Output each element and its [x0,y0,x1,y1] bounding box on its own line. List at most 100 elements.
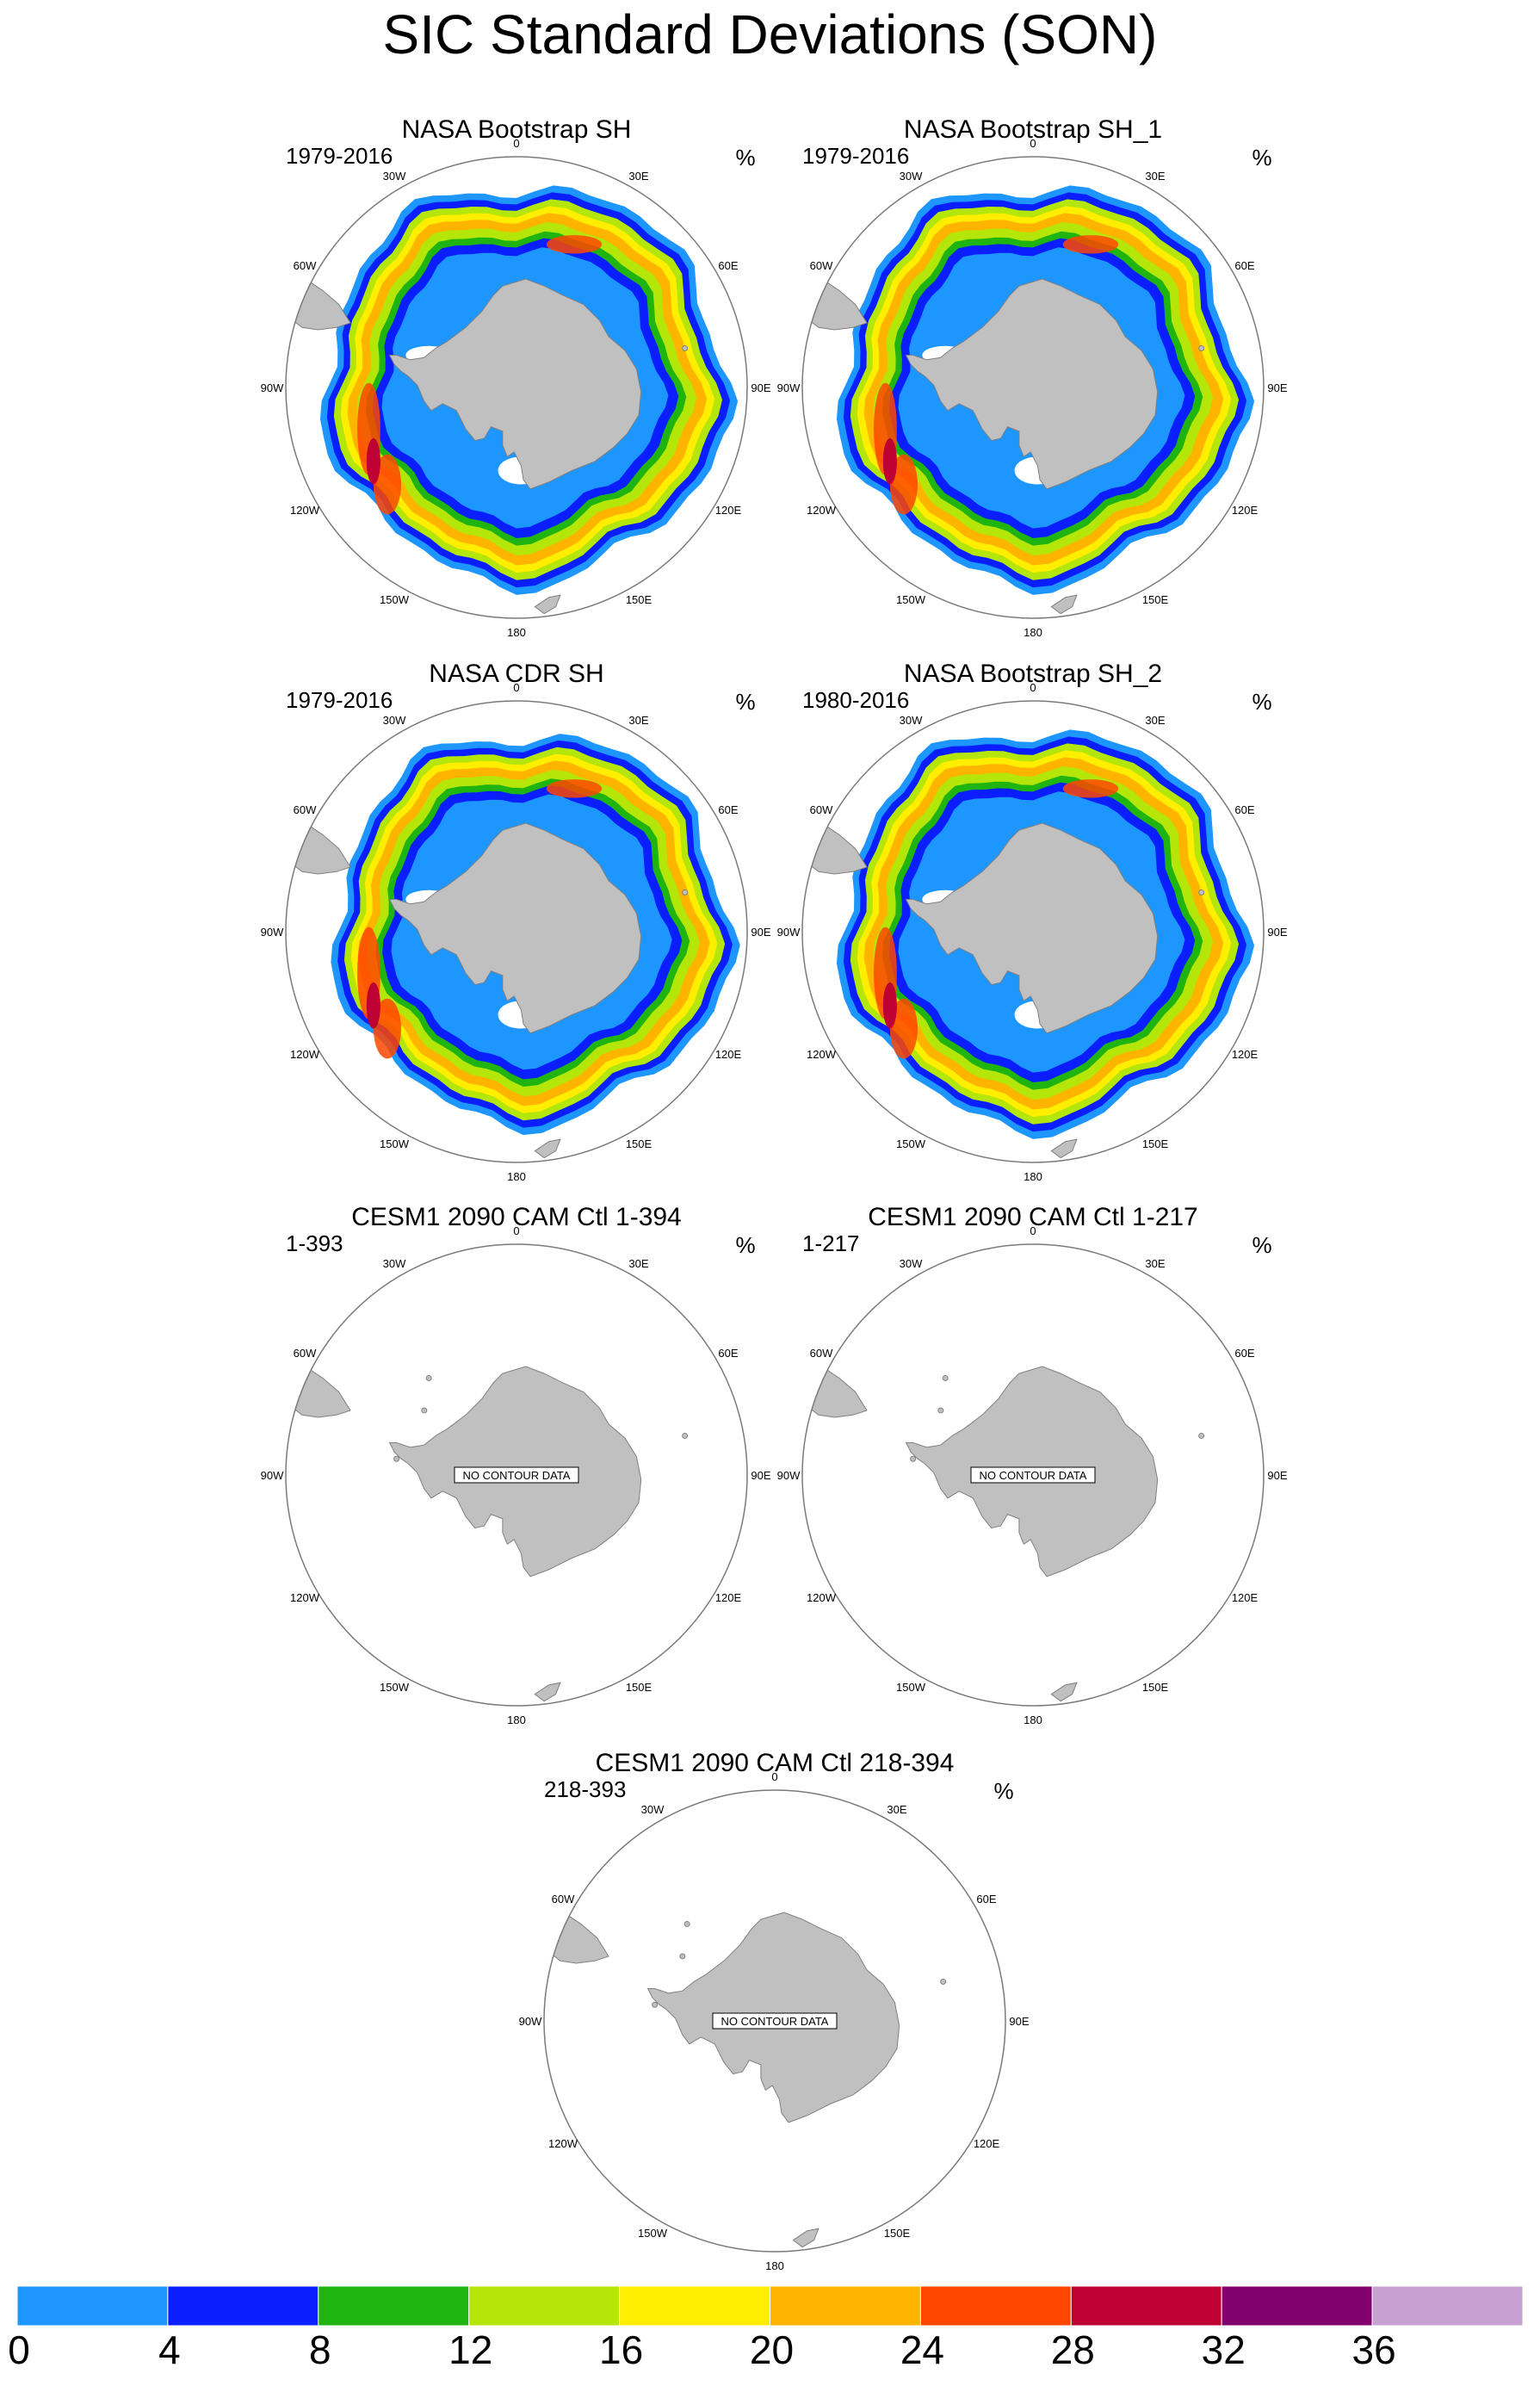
panel-period: 1-393 [286,1230,343,1256]
island-landmass [937,1407,944,1414]
longitude-label: 180 [507,1714,526,1726]
longitude-label: 30W [383,714,406,727]
sea-ice-hotspot [882,437,897,485]
longitude-label: 30E [1145,170,1165,183]
island-landmass [652,2001,659,2008]
map-boundary [543,1789,1006,2253]
colorbar-swatch [619,2285,770,2327]
map-panel: NASA CDR SH 1979-2016 % 0 30E 60E 90E 120E 150E 1… [261,660,771,1183]
longitude-label: 150E [1142,1137,1169,1150]
longitude-label: 150E [626,1137,652,1150]
island-landmass [792,2228,819,2248]
longitude-label: 30W [383,1257,406,1270]
colorbar-swatch [1070,2285,1222,2327]
longitude-label: 60E [1234,259,1254,272]
antarctica-landmass [905,822,1159,1034]
longitude-label: 150E [626,593,652,606]
island-landmass [1198,344,1205,351]
island-landmass [534,1682,561,1702]
island-landmass [1050,594,1078,615]
longitude-label: 150E [1142,593,1169,606]
island-landmass [679,1953,686,1960]
longitude-label: 0 [1030,681,1036,694]
panel-title: NASA Bootstrap SH_2 [904,660,1162,688]
longitude-label: 30E [887,1803,906,1816]
longitude-label: 30E [1145,714,1165,727]
longitude-label: 150W [896,593,926,606]
longitude-label: 150W [380,1137,410,1150]
panel-units: % [735,1232,755,1258]
longitude-label: 60W [294,803,317,816]
longitude-label: 90W [519,2015,542,2028]
longitude-label: 90E [1009,2015,1029,2028]
longitude-label: 60W [294,1347,317,1360]
antarctica-landmass [388,822,642,1034]
colorbar-tick-label: 16 [599,2327,643,2372]
island-landmass [682,344,689,351]
sea-ice-hotspot [373,998,402,1059]
longitude-label: 120E [1232,504,1259,517]
island-landmass [421,1407,428,1414]
longitude-label: 120W [290,1048,320,1061]
panel-title: NASA Bootstrap SH_1 [904,115,1162,144]
panel-units: % [1252,689,1271,715]
panel-units: % [1252,1232,1271,1258]
longitude-label: 90W [777,381,801,394]
longitude-label: 150E [1142,1681,1169,1694]
longitude-label: 120W [548,2137,578,2150]
panel-period: 1979-2016 [286,687,393,713]
longitude-label: 120W [807,504,837,517]
map-boundary [285,700,748,1163]
longitude-label: 60E [718,1347,738,1360]
longitude-label: 60E [1234,1347,1254,1360]
panel-units: % [735,689,755,715]
longitude-label: 120W [807,1591,837,1604]
sea-ice-hotspot [889,998,918,1059]
sea-ice-hotspot [366,982,380,1029]
svg-text:NO CONTOUR DATA: NO CONTOUR DATA [463,1469,571,1482]
colorbar-tick-label: 12 [448,2327,492,2372]
longitude-label: 30W [641,1803,665,1816]
longitude-label: 90E [1267,1469,1287,1482]
longitude-label: 120W [290,504,320,517]
longitude-label: 60W [810,1347,833,1360]
map-boundary [801,700,1265,1163]
colorbar-tick-label: 0 [8,2327,30,2372]
longitude-label: 30E [628,170,648,183]
panel-units: % [735,145,755,170]
sea-ice-hotspot [546,779,603,798]
panel-period: 1979-2016 [802,143,909,169]
island-landmass [1050,1138,1078,1159]
panel-units: % [1252,145,1271,170]
longitude-label: 90W [261,381,284,394]
longitude-label: 30W [900,714,923,727]
longitude-label: 90E [751,926,770,939]
panel-title: CESM1 2090 CAM Ctl 1-394 [351,1203,682,1231]
colorbar-swatch [167,2285,319,2327]
antarctica-landmass [388,278,642,490]
colorbar-tick-label: 24 [900,2327,944,2372]
panel-period: 1980-2016 [802,687,909,713]
longitude-label: 90E [751,381,770,394]
longitude-label: 0 [513,1224,519,1237]
colorbar-swatch [16,2285,169,2327]
colorbar-tick-label: 28 [1051,2327,1095,2372]
svg-text:NO CONTOUR DATA: NO CONTOUR DATA [980,1469,1087,1482]
island-landmass [682,1432,689,1439]
longitude-label: 30W [900,170,923,183]
longitude-label: 150W [380,593,410,606]
island-landmass [683,1920,690,1927]
longitude-label: 60W [810,803,833,816]
longitude-label: 30E [628,1257,648,1270]
sea-ice-hotspot [889,454,918,515]
longitude-label: 120E [715,1048,742,1061]
panel-period: 218-393 [544,1776,626,1802]
longitude-label: 30W [900,1257,923,1270]
map-panel: CESM1 2090 CAM Ctl 1-217 1-217 % NO CONTOUR… [777,1203,1288,1726]
no-contour-data-label: NO CONTOUR DATA [712,2012,838,2030]
panel-title: CESM1 2090 CAM Ctl 1-217 [868,1203,1198,1231]
longitude-label: 150E [884,2227,911,2240]
colorbar-swatch [1371,2285,1524,2327]
